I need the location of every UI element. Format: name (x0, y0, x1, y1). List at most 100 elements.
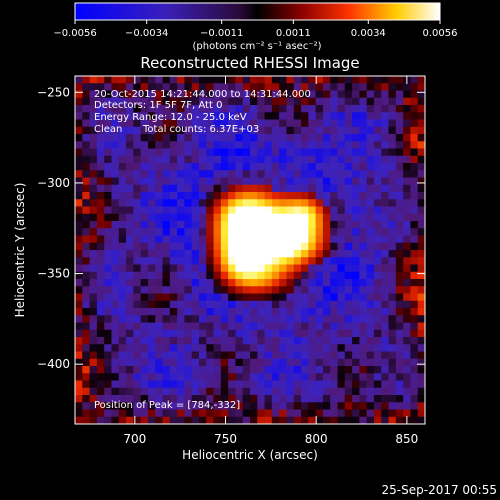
heatmap-cell (330, 351, 339, 360)
heatmap-cell (191, 264, 200, 273)
heatmap-cell (366, 192, 375, 200)
heatmap-cell (198, 242, 207, 251)
heatmap-cell (286, 76, 295, 84)
heatmap-cell (381, 416, 390, 424)
heatmap-cell (155, 387, 164, 396)
heatmap-cell (403, 344, 412, 353)
heatmap-cell (242, 322, 251, 331)
heatmap-cell (140, 293, 149, 302)
heatmap-cell (155, 322, 164, 331)
heatmap-cell (228, 184, 237, 193)
heatmap-cell (133, 409, 142, 418)
heatmap-cell (271, 83, 280, 92)
heatmap-cell (228, 409, 237, 418)
heatmap-cell (388, 134, 397, 142)
heatmap-cell (191, 416, 200, 424)
heatmap-cell (337, 293, 346, 302)
heatmap-cell (104, 184, 113, 193)
heatmap-cell (271, 112, 280, 121)
heatmap-cell (271, 293, 280, 302)
heatmap-cell (104, 293, 113, 302)
colorbar-tick-label: 0.0034 (351, 28, 386, 39)
heatmap-cell (366, 387, 375, 396)
heatmap-cell (169, 344, 178, 353)
heatmap-cell (111, 387, 120, 396)
heatmap-cell (301, 126, 309, 135)
heatmap-cell (264, 380, 273, 389)
heatmap-cell (344, 337, 353, 345)
heatmap-cell (308, 337, 317, 345)
heatmap-cell (133, 366, 142, 374)
heatmap-cell (118, 402, 127, 411)
heatmap-cell (235, 358, 244, 367)
heatmap-cell (213, 264, 222, 273)
heatmap-cell (220, 134, 229, 142)
heatmap-cell (89, 300, 98, 309)
heatmap-cell (359, 134, 368, 142)
heatmap-cell (111, 184, 120, 193)
heatmap-cell (242, 250, 251, 258)
heatmap-cell (417, 97, 425, 106)
heatmap-cell (177, 126, 185, 135)
heatmap-cell (89, 395, 98, 403)
heatmap-cell (82, 83, 91, 92)
heatmap-cell (250, 366, 258, 374)
heatmap-cell (213, 416, 222, 424)
heatmap-cell (177, 184, 185, 193)
heatmap-cell (257, 337, 266, 345)
heatmap-cell (162, 416, 171, 424)
heatmap-cell (315, 315, 324, 324)
heatmap-cell (162, 322, 171, 331)
heatmap-cell (242, 395, 251, 403)
heatmap-cell (257, 206, 266, 215)
heatmap-cell (410, 76, 419, 84)
heatmap-cell (381, 373, 390, 382)
heatmap-cell (235, 83, 244, 92)
heatmap-cell (352, 221, 360, 229)
heatmap-cell (118, 213, 127, 222)
heatmap-cell (206, 170, 215, 179)
heatmap-cell (82, 257, 91, 266)
heatmap-cell (191, 409, 200, 418)
heatmap-cell (264, 213, 273, 222)
heatmap-cell (352, 184, 360, 193)
heatmap-cell (220, 329, 229, 338)
heatmap-cell (133, 373, 142, 382)
heatmap-cell (366, 250, 375, 258)
heatmap-cell (301, 380, 309, 389)
heatmap-cell (82, 242, 91, 251)
heatmap-cell (322, 199, 331, 208)
heatmap-cell (257, 416, 266, 424)
heatmap-cell (279, 373, 288, 382)
heatmap-cell (293, 402, 302, 411)
heatmap-cell (213, 250, 222, 258)
heatmap-cell (104, 279, 113, 287)
heatmap-cell (82, 177, 91, 186)
heatmap-cell (228, 206, 237, 215)
heatmap-cell (191, 119, 200, 128)
heatmap-cell (279, 315, 288, 324)
heatmap-cell (293, 250, 302, 258)
heatmap-cell (286, 228, 295, 237)
heatmap-cell (235, 308, 244, 316)
heatmap-cell (279, 329, 288, 338)
heatmap-cell (104, 228, 113, 237)
heatmap-cell (250, 97, 258, 106)
heatmap-cell (169, 337, 178, 345)
heatmap-cell (373, 170, 382, 179)
heatmap-cell (315, 395, 324, 403)
heatmap-cell (147, 286, 156, 295)
heatmap-cell (213, 199, 222, 208)
heatmap-cell (111, 264, 120, 273)
heatmap-cell (82, 90, 91, 99)
heatmap-cell (388, 373, 397, 382)
heatmap-cell (257, 279, 266, 287)
heatmap-cell (264, 387, 273, 396)
heatmap-cell (381, 119, 390, 128)
heatmap-cell (337, 141, 346, 150)
heatmap-cell (220, 337, 229, 345)
heatmap-cell (410, 90, 419, 99)
heatmap-cell (315, 213, 324, 222)
heatmap-cell (337, 213, 346, 222)
heatmap-cell (220, 416, 229, 424)
